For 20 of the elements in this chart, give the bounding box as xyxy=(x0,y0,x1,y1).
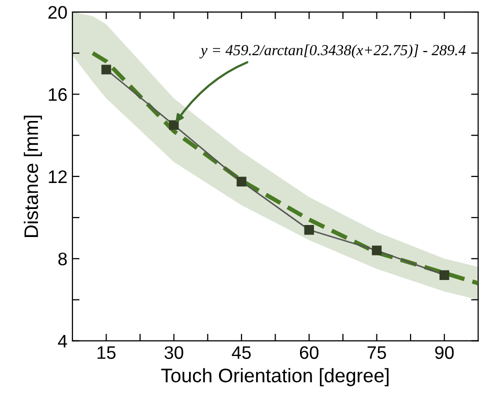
point xyxy=(440,270,450,280)
point xyxy=(101,64,112,74)
x-tick-label: 15 xyxy=(98,346,116,359)
y-tick-label: 20 xyxy=(48,6,67,19)
y-tick-label: 4 xyxy=(58,334,68,348)
y-axis-title: Distance [mm] xyxy=(24,116,42,237)
x-tick-label: 45 xyxy=(232,346,251,359)
point xyxy=(169,120,179,130)
x-tick-label: 90 xyxy=(435,346,454,359)
y-tick-label: 12 xyxy=(48,170,67,183)
annotation: y = 459.2/arctan[0.3438(x+22.75)] - 289.4 xyxy=(199,44,466,58)
point xyxy=(372,246,382,256)
point xyxy=(236,176,246,186)
x-tick-label: 75 xyxy=(368,346,386,359)
x-tick-label: 60 xyxy=(300,346,318,359)
point xyxy=(304,225,314,235)
x-axis-title: Touch Orientation [degree] xyxy=(161,368,389,386)
y-tick-label: 16 xyxy=(48,88,67,101)
y-tick-label: 8 xyxy=(58,252,67,266)
x-tick-label: 30 xyxy=(164,346,184,359)
